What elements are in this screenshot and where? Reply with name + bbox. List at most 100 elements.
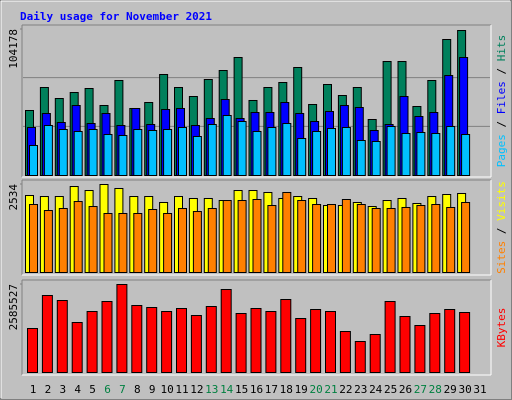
legend-entry: Sites xyxy=(495,241,508,274)
bar xyxy=(146,307,158,373)
x-tick-label: 25 xyxy=(384,383,397,396)
bar xyxy=(371,207,381,273)
legend-separator: / xyxy=(495,221,508,241)
bar xyxy=(190,315,202,373)
bar xyxy=(43,210,53,273)
bar xyxy=(431,132,441,176)
legend-entry: Pages xyxy=(495,134,508,167)
bar xyxy=(222,200,232,274)
bar xyxy=(43,124,53,176)
bar xyxy=(88,129,98,176)
x-tick-label: 3 xyxy=(59,383,66,396)
x-tick-label: 22 xyxy=(339,383,352,396)
bar xyxy=(205,306,217,373)
bar xyxy=(371,141,381,176)
x-tick-label: 1 xyxy=(30,383,37,396)
x-tick-label: 16 xyxy=(250,383,263,396)
bar xyxy=(461,201,471,273)
bar xyxy=(118,212,128,274)
legend-entry: Visits xyxy=(495,181,508,221)
bar xyxy=(71,322,83,373)
bar xyxy=(459,312,471,373)
bar xyxy=(207,124,217,177)
bar xyxy=(163,129,173,176)
bar xyxy=(133,212,143,274)
x-tick-label: 20 xyxy=(309,383,322,396)
x-tick-label: 8 xyxy=(134,383,141,396)
bar xyxy=(103,212,113,274)
bar xyxy=(73,201,83,273)
bar xyxy=(414,325,426,374)
x-tick-label: 13 xyxy=(205,383,218,396)
x-tick-label: 14 xyxy=(220,383,234,396)
bar xyxy=(29,204,38,273)
y-tick-label: 104178 xyxy=(7,29,20,69)
bar xyxy=(265,311,277,373)
bar xyxy=(312,130,322,177)
bar xyxy=(58,207,68,273)
bar xyxy=(401,206,411,274)
bar xyxy=(282,191,292,273)
x-tick-label: 12 xyxy=(190,383,203,396)
bar xyxy=(118,135,128,176)
x-tick-label: 4 xyxy=(74,383,81,396)
bar xyxy=(356,204,366,273)
bar xyxy=(354,341,366,374)
x-tick-label: 27 xyxy=(414,383,427,396)
x-tick-label: 5 xyxy=(89,383,96,396)
x-tick-label: 15 xyxy=(235,383,248,396)
x-tick-label: 2 xyxy=(45,383,52,396)
bar xyxy=(399,316,411,373)
legend: Sites / Visits xyxy=(495,181,508,274)
x-tick-label: 19 xyxy=(295,383,308,396)
bar xyxy=(252,199,262,273)
bar xyxy=(341,127,351,176)
bar xyxy=(88,206,98,273)
bar xyxy=(103,134,113,176)
bar xyxy=(86,311,98,373)
bar xyxy=(133,129,143,176)
bar xyxy=(207,207,217,273)
bar xyxy=(356,140,366,177)
x-tick-label: 23 xyxy=(354,383,367,396)
bar xyxy=(192,135,202,176)
bar xyxy=(297,138,307,176)
y-tick-label: 2585527 xyxy=(7,284,20,330)
x-tick-label: 24 xyxy=(369,383,383,396)
bar xyxy=(148,129,158,177)
bar xyxy=(386,207,396,273)
x-tick-label: 30 xyxy=(458,383,471,396)
x-tick-label: 21 xyxy=(324,383,337,396)
bar xyxy=(27,327,38,373)
x-tick-label: 31 xyxy=(473,383,486,396)
bar xyxy=(237,121,247,176)
x-tick-label: 17 xyxy=(265,383,278,396)
bar xyxy=(327,127,336,177)
bar xyxy=(163,212,173,274)
bar xyxy=(386,126,396,176)
bar xyxy=(401,132,411,176)
x-tick-label: 28 xyxy=(429,383,442,396)
bar xyxy=(250,308,262,373)
bar xyxy=(297,200,307,274)
x-tick-label: 10 xyxy=(160,383,173,396)
bar xyxy=(295,318,307,373)
bar xyxy=(431,204,441,273)
legend: KBytes xyxy=(495,308,508,348)
legend: Pages / Files / Hits xyxy=(495,35,508,168)
x-tick-label: 29 xyxy=(444,383,457,396)
bar xyxy=(192,211,202,274)
bar xyxy=(131,305,143,373)
legend-entry: Hits xyxy=(495,35,508,62)
y-tick-label: 2534 xyxy=(7,184,20,211)
bar xyxy=(446,206,456,274)
bar xyxy=(341,199,351,273)
bar xyxy=(327,204,336,273)
bar xyxy=(176,308,187,373)
bar xyxy=(58,129,68,176)
bar xyxy=(220,289,232,373)
bar xyxy=(416,205,426,273)
bar xyxy=(310,308,322,374)
